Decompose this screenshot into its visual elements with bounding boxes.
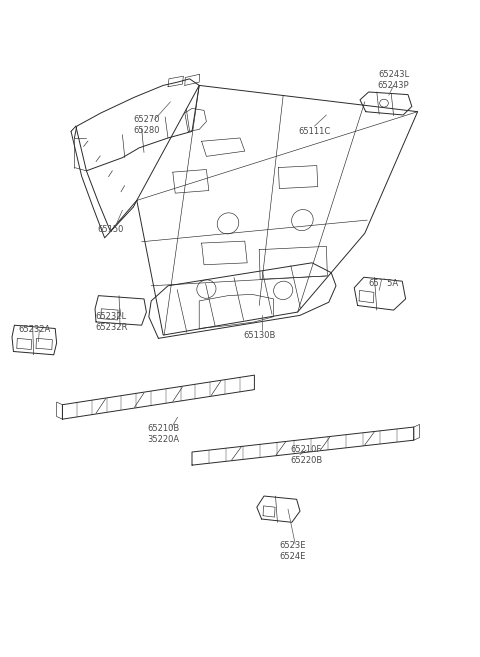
Text: 65150: 65150 <box>97 225 123 235</box>
Text: 65243L
65243P: 65243L 65243P <box>378 70 409 90</box>
Text: 6523E
6524E: 6523E 6524E <box>279 541 306 560</box>
Text: 65270
65280: 65270 65280 <box>133 115 160 135</box>
Text: 65232A: 65232A <box>18 325 51 334</box>
Text: 65232L
65232R: 65232L 65232R <box>95 312 128 332</box>
Text: 65130B: 65130B <box>243 330 276 340</box>
Text: 65210F
65220B: 65210F 65220B <box>290 445 323 465</box>
Text: 65``5A: 65``5A <box>368 279 398 288</box>
Text: 65210B
35220A: 65210B 35220A <box>147 424 180 443</box>
Text: 65111C: 65111C <box>298 127 331 136</box>
